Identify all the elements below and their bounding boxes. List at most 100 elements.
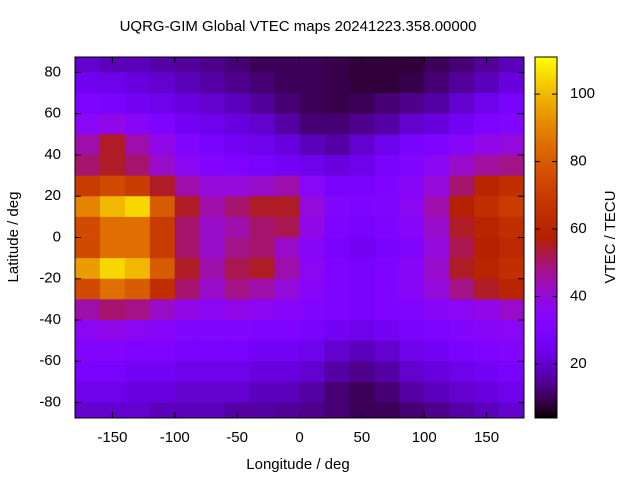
heat-cell	[324, 154, 350, 177]
heat-cell	[449, 258, 475, 280]
heat-cell	[299, 299, 325, 321]
heat-cell	[149, 196, 176, 218]
heat-cell	[224, 402, 251, 418]
heat-cell	[75, 134, 101, 156]
heat-cell	[399, 237, 425, 259]
heat-cell	[124, 402, 151, 418]
heat-cell	[75, 93, 101, 115]
heat-cell	[449, 134, 475, 156]
heat-cell	[349, 278, 375, 300]
heat-cell	[299, 175, 325, 197]
heat-cell	[199, 134, 226, 156]
colorbar-tick-label: 80	[570, 153, 587, 170]
heat-cell	[449, 402, 475, 418]
heat-cell	[75, 258, 101, 280]
heat-cell	[349, 237, 375, 259]
heat-cell	[274, 237, 300, 259]
heat-cell	[124, 196, 151, 218]
heat-cell	[324, 57, 350, 73]
x-tick-label: -150	[97, 429, 127, 446]
heat-cell	[224, 57, 251, 73]
heat-cell	[149, 93, 176, 115]
heat-cell	[274, 278, 300, 300]
heat-cell	[474, 361, 500, 383]
heat-cell	[174, 278, 201, 300]
heat-cell	[449, 299, 475, 321]
heat-cell	[124, 113, 151, 135]
heat-cell	[124, 93, 151, 115]
heat-cell	[399, 154, 425, 177]
heat-cell	[174, 216, 201, 238]
heat-cell	[224, 361, 251, 383]
heat-cell	[124, 299, 151, 321]
heat-cell	[274, 258, 300, 280]
heat-cell	[374, 258, 400, 280]
heat-cell	[124, 134, 151, 156]
heat-cell	[174, 196, 201, 218]
heat-cell	[149, 381, 176, 404]
heat-cell	[299, 216, 325, 238]
heat-cell	[124, 72, 151, 94]
heat-cell	[199, 278, 226, 300]
heat-cell	[449, 113, 475, 135]
heat-cell	[199, 216, 226, 238]
heat-cell	[324, 361, 350, 383]
heat-cell	[449, 381, 475, 404]
heat-cell	[224, 72, 251, 94]
heat-cell	[224, 113, 251, 135]
heat-cell	[399, 258, 425, 280]
heat-cell	[374, 402, 400, 418]
heat-cell	[249, 175, 276, 197]
colorbar-tick-label: 20	[570, 355, 587, 372]
heat-cell	[149, 57, 176, 73]
heat-cell	[199, 93, 226, 115]
heat-cell	[249, 113, 276, 135]
heat-cell	[199, 258, 226, 280]
heat-cell	[124, 216, 151, 238]
heat-cell	[124, 278, 151, 300]
heat-cell	[249, 320, 276, 342]
heat-cell	[174, 361, 201, 383]
heat-cell	[199, 402, 226, 418]
heat-cell	[75, 154, 101, 177]
heat-cell	[149, 340, 176, 362]
heat-cell	[299, 57, 325, 73]
heat-cell	[399, 175, 425, 197]
heat-cell	[324, 175, 350, 197]
heat-cell	[199, 72, 226, 94]
heat-cell	[75, 216, 101, 238]
heat-cell	[374, 381, 400, 404]
heat-cell	[374, 299, 400, 321]
heat-cell	[274, 154, 300, 177]
heat-cell	[174, 72, 201, 94]
heat-cell	[424, 113, 450, 135]
heat-cell	[499, 402, 524, 418]
colorbar-label: VTEC / TECU	[602, 190, 619, 283]
heat-cell	[99, 134, 126, 156]
chart-title: UQRG-GIM Global VTEC maps 20241223.358.0…	[120, 18, 477, 35]
x-tick-label: 150	[474, 429, 499, 446]
heat-cell	[349, 402, 375, 418]
x-tick-label: 100	[412, 429, 437, 446]
x-tick-label: -50	[226, 429, 248, 446]
heat-cell	[424, 258, 450, 280]
heat-cell	[75, 299, 101, 321]
heat-cell	[299, 72, 325, 94]
heat-cell	[75, 340, 101, 362]
heat-cell	[174, 402, 201, 418]
heat-cell	[75, 402, 101, 418]
heat-cell	[449, 278, 475, 300]
heat-cell	[75, 278, 101, 300]
heat-cell	[474, 278, 500, 300]
heat-cell	[274, 72, 300, 94]
heat-cell	[124, 154, 151, 177]
colorbar-tick-label: 60	[570, 220, 587, 237]
heat-cell	[299, 113, 325, 135]
heat-cell	[349, 72, 375, 94]
y-tick-label: -40	[39, 311, 61, 328]
heat-cell	[99, 299, 126, 321]
heat-cell	[249, 237, 276, 259]
heat-cell	[299, 134, 325, 156]
heat-cell	[324, 258, 350, 280]
